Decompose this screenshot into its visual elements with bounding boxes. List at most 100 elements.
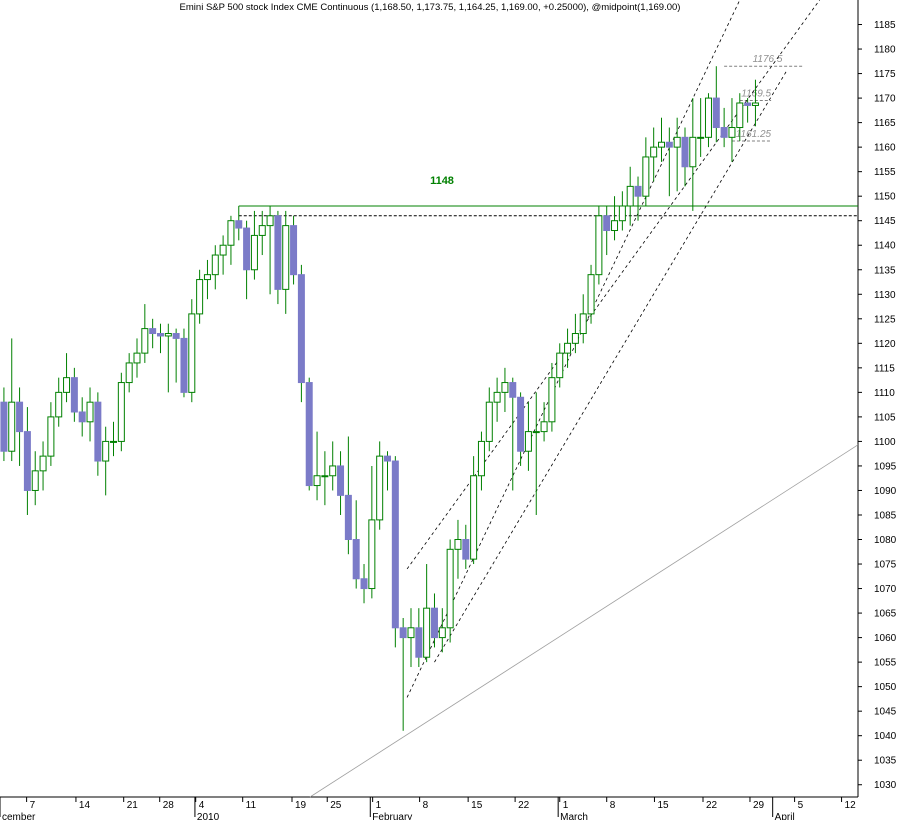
candle-body: [728, 127, 736, 138]
candle-body: [203, 274, 211, 281]
candle-body: [47, 416, 55, 457]
candle-body: [462, 539, 470, 560]
candle-body: [352, 539, 360, 580]
candle-body: [642, 156, 650, 197]
x-tick-label: 22: [518, 800, 530, 811]
y-tick-label: 1040: [874, 731, 897, 742]
candle-body: [407, 627, 415, 639]
x-tick-label: 28: [163, 800, 175, 811]
candle-body: [430, 607, 438, 639]
candle-body: [8, 401, 16, 452]
candle-body: [290, 225, 298, 276]
x-tick-label: 21: [127, 800, 139, 811]
candle-body: [571, 333, 579, 344]
x-tick-label: 22: [706, 800, 718, 811]
candle-body: [313, 475, 321, 487]
candle-body: [650, 146, 658, 158]
y-tick-label: 1170: [874, 94, 896, 105]
x-tick-label: 11: [246, 800, 257, 811]
month-label: 2010: [197, 812, 220, 820]
chart-title: Emini S&P 500 stock Index CME Continuous…: [180, 2, 681, 13]
y-tick-label: 1050: [874, 682, 897, 693]
candle-body: [485, 401, 493, 442]
trendline: [406, 0, 820, 570]
y-tick-label: 1035: [874, 756, 897, 767]
candle-body: [329, 465, 337, 477]
level-label: 1176.5: [753, 54, 783, 65]
x-tick-label: 14: [79, 800, 91, 811]
candle-body: [211, 254, 219, 276]
candle-body: [399, 627, 407, 639]
y-tick-label: 1155: [874, 167, 896, 178]
candle-body: [689, 136, 697, 168]
candle-body: [532, 431, 540, 434]
candle-body: [16, 401, 24, 433]
candle-body: [493, 391, 501, 403]
candle-body: [180, 337, 188, 393]
x-tick-label: 4: [199, 800, 205, 811]
y-tick-label: 1080: [874, 535, 897, 546]
candle-body: [423, 607, 431, 658]
candle-body: [477, 440, 485, 477]
y-tick-label: 1185: [874, 20, 896, 31]
y-tick-label: 1070: [874, 584, 897, 595]
x-tick-label: 7: [30, 800, 36, 811]
candle-body: [227, 220, 235, 246]
candle-body: [587, 274, 595, 315]
x-tick-label: 1: [563, 800, 569, 811]
y-tick-label: 1150: [874, 192, 896, 203]
candle-body: [110, 440, 118, 443]
trendline: [309, 444, 859, 798]
level-label: 1161.25: [736, 129, 772, 140]
month-label: February: [372, 812, 412, 820]
month-label: April: [775, 812, 795, 820]
candle-body: [603, 215, 611, 232]
y-tick-label: 1140: [874, 241, 896, 252]
candle-body: [243, 227, 251, 271]
candle-body: [712, 97, 720, 129]
x-tick-label: 8: [610, 800, 616, 811]
x-tick-label: 8: [423, 800, 429, 811]
candle-body: [78, 411, 86, 423]
candle-body: [172, 333, 180, 339]
candle-body: [337, 465, 345, 496]
x-tick-label: 29: [753, 800, 765, 811]
y-tick-label: 1065: [874, 609, 897, 620]
candle-body: [415, 627, 423, 658]
x-tick-label: 19: [295, 800, 307, 811]
y-tick-label: 1165: [874, 118, 896, 129]
candle-body: [321, 475, 329, 478]
candle-body: [133, 352, 141, 364]
candle-body: [564, 342, 572, 354]
candle-body: [31, 470, 39, 491]
candle-body: [618, 205, 626, 222]
y-tick-label: 1135: [874, 265, 896, 276]
candle-body: [305, 382, 313, 487]
x-tick-label: 1: [376, 800, 382, 811]
candle-body: [164, 333, 172, 337]
candle-body: [556, 352, 564, 379]
y-tick-label: 1100: [874, 437, 896, 448]
candle-body: [376, 455, 384, 521]
candle-body: [384, 455, 392, 462]
candle-body: [141, 328, 149, 354]
candle-body: [102, 440, 110, 462]
candle-body: [156, 333, 164, 337]
candle-body: [446, 548, 454, 629]
candle-body: [94, 401, 102, 462]
candle-body: [673, 136, 681, 148]
y-tick-label: 1090: [874, 486, 897, 497]
candle-body: [70, 377, 78, 413]
y-tick-label: 1060: [874, 633, 897, 644]
level-label: 1169.5: [741, 89, 771, 100]
y-tick-label: 1110: [874, 388, 895, 399]
candle-body: [595, 215, 603, 276]
y-tick-label: 1120: [874, 339, 896, 350]
candle-body: [751, 102, 759, 106]
y-tick-label: 1105: [874, 412, 896, 423]
candle-body: [517, 396, 525, 452]
candle-body: [117, 382, 125, 442]
candle-body: [250, 234, 258, 271]
